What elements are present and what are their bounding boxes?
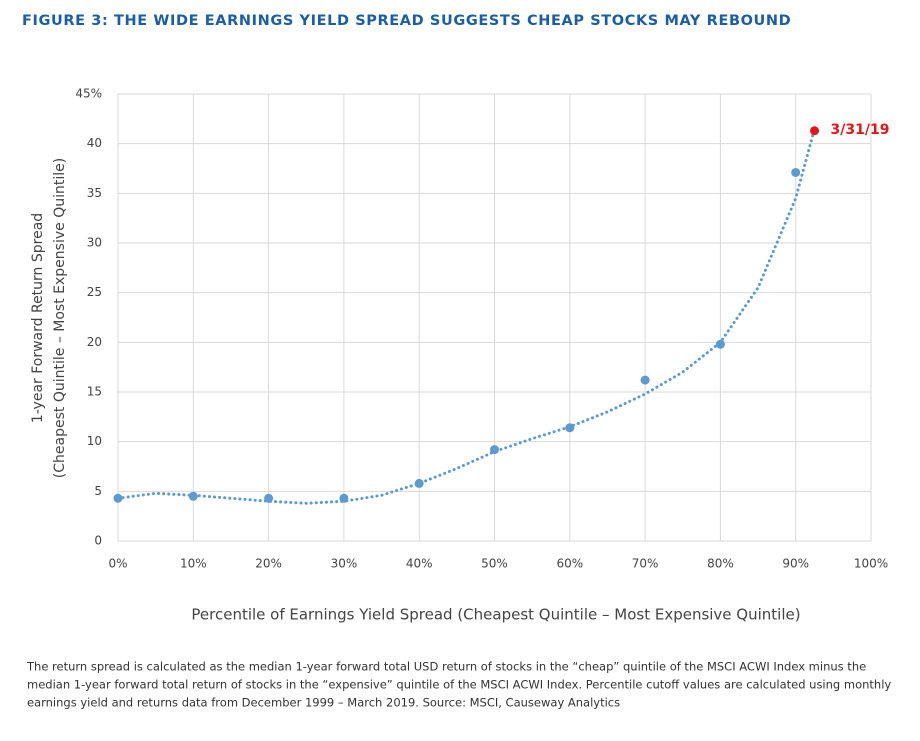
y-tick-label: 10 <box>87 434 102 448</box>
footnote: earnings yield and returns data from Dec… <box>27 696 620 710</box>
data-point <box>264 493 274 503</box>
data-point <box>188 491 198 501</box>
data-point <box>791 167 801 177</box>
trendline <box>116 127 817 505</box>
x-tick-label: 100% <box>854 557 888 571</box>
footnote: median 1-year forward total return of st… <box>27 678 891 692</box>
y-tick-label: 40 <box>87 136 102 150</box>
data-point <box>810 126 820 136</box>
x-tick-label: 50% <box>481 557 508 571</box>
x-axis-label: Percentile of Earnings Yield Spread (Che… <box>191 606 800 624</box>
x-tick-label: 80% <box>707 557 734 571</box>
y-tick-label: 20 <box>87 335 102 349</box>
y-tick-label: 35 <box>87 186 102 200</box>
x-tick-label: 40% <box>406 557 433 571</box>
data-point <box>414 478 424 488</box>
x-tick-label: 10% <box>180 557 207 571</box>
x-tick-label: 0% <box>108 557 127 571</box>
x-tick-label: 60% <box>556 557 583 571</box>
chart-title: FIGURE 3: THE WIDE EARNINGS YIELD SPREAD… <box>22 13 791 29</box>
y-tick-label: 5 <box>94 484 102 498</box>
x-tick-label: 70% <box>632 557 659 571</box>
y-tick-label: 25 <box>87 285 102 299</box>
y-tick-label: 0 <box>94 534 102 548</box>
y-tick-label: 45% <box>75 87 102 101</box>
data-point <box>640 375 650 385</box>
x-tick-label: 30% <box>331 557 358 571</box>
y-tick-label: 15 <box>87 385 102 399</box>
x-tick-label: 20% <box>255 557 282 571</box>
footnote: The return spread is calculated as the m… <box>26 660 866 674</box>
data-point <box>565 423 575 433</box>
y-axis-label: 1-year Forward Return Spread <box>30 213 46 423</box>
x-tick-label: 90% <box>782 557 809 571</box>
data-point <box>715 339 725 349</box>
y-tick-label: 30 <box>87 236 102 250</box>
data-point <box>490 445 499 455</box>
data-point <box>113 493 123 503</box>
annotation: 3/31/19 <box>831 122 890 138</box>
data-point <box>339 493 349 503</box>
y-axis-label: (Cheapest Quintile – Most Expensive Quin… <box>52 158 68 478</box>
